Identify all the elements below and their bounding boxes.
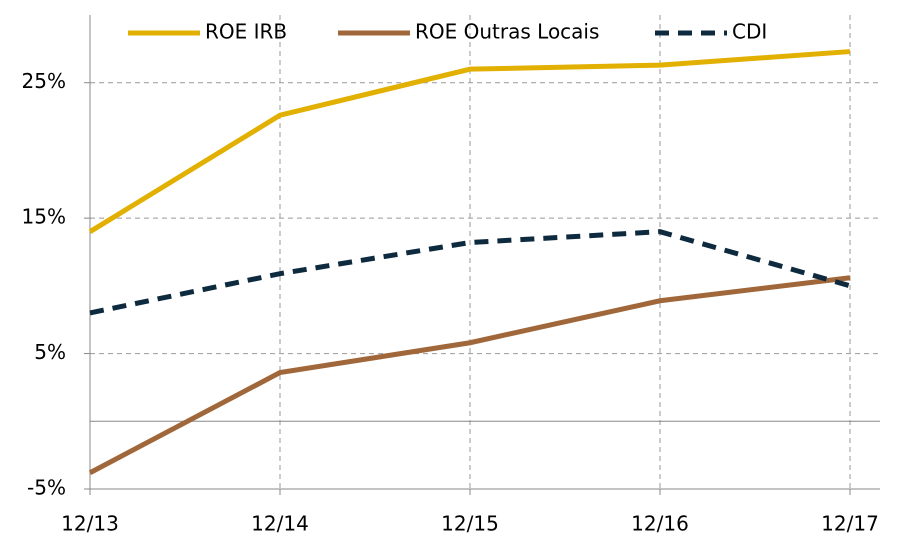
legend-label: ROE IRB [205,20,287,44]
y-tick-label: 25% [22,69,66,93]
y-tick-label: -5% [27,476,66,500]
x-tick-label: 12/13 [61,512,119,536]
x-tick-label: 12/17 [821,512,879,536]
x-tick-label: 12/15 [441,512,499,536]
y-tick-label: 15% [22,205,66,229]
legend-label: ROE Outras Locais [415,20,599,44]
y-tick-label: 5% [34,340,66,364]
series-line [88,49,851,234]
x-tick-label: 12/14 [251,512,309,536]
series-line [88,275,851,475]
legend-label: CDI [732,20,767,44]
x-tick-label: 12/16 [631,512,689,536]
